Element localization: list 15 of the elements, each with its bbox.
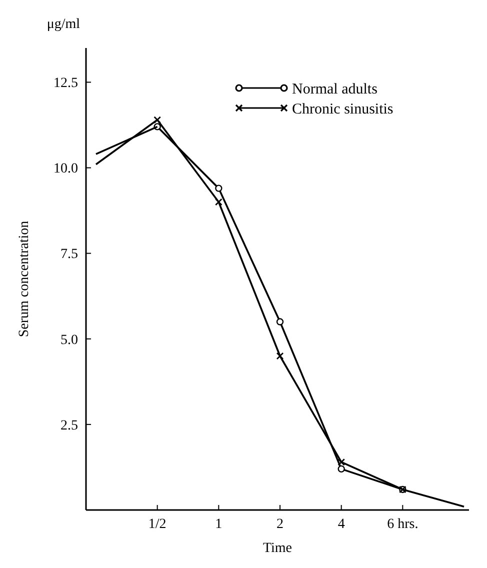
- legend-label: Chronic sinusitis: [292, 101, 394, 118]
- x-tick-label: 4: [338, 517, 345, 532]
- x-tick-label: 1: [215, 517, 222, 532]
- y-tick-label: 7.5: [60, 247, 78, 262]
- y-tick-label: 2.5: [60, 418, 78, 434]
- y-tick-label: 12.5: [54, 76, 78, 92]
- legend-label: Normal adults: [292, 81, 378, 98]
- y-tick-label: 5.0: [60, 332, 78, 348]
- y-axis-title: Serum concentration: [17, 220, 32, 338]
- y-tick-label: 10.0: [54, 162, 78, 177]
- x-tick-label: 2: [276, 517, 284, 532]
- text: μg/ml: [46, 17, 80, 32]
- x-tick-label: 6 hrs.: [387, 517, 418, 532]
- x-axis-title: Time: [262, 541, 292, 556]
- x-tick-label: 1/2: [148, 517, 166, 532]
